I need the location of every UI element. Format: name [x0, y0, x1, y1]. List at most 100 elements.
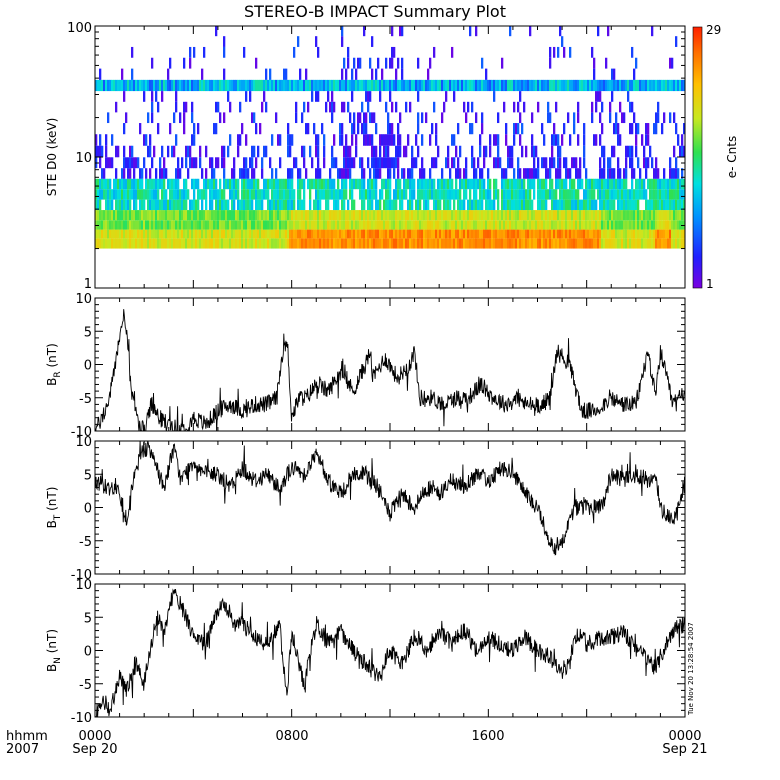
spectrogram-cell — [153, 199, 156, 211]
spectrogram-cell — [481, 57, 484, 69]
spectrogram-cell — [551, 238, 554, 249]
spectrogram-cell — [367, 134, 370, 146]
spectrogram-cell — [229, 134, 232, 146]
spectrogram-cell — [131, 220, 134, 230]
spectrogram-cell — [273, 238, 276, 249]
spectrogram-cell — [199, 145, 202, 158]
spectrogram-cell — [549, 168, 552, 179]
spectrogram-cell — [603, 199, 606, 211]
spectrogram-cell — [363, 220, 366, 230]
spectrogram-cell — [527, 79, 530, 92]
spectrogram-cell — [683, 178, 686, 190]
spectrogram-cell — [179, 189, 182, 200]
spectrogram-cell — [385, 134, 388, 146]
spectrogram-cell — [413, 79, 416, 92]
spectrogram-cell — [451, 210, 454, 221]
spectrogram-cell — [491, 229, 494, 239]
spectrogram-cell — [317, 168, 320, 179]
spectrogram-cell — [511, 220, 514, 230]
spectrogram-cell — [257, 199, 260, 211]
spectrogram-cell — [235, 220, 238, 230]
spectrogram-cell — [195, 79, 198, 92]
spectrogram-cell — [199, 229, 202, 239]
spectrogram-cell — [603, 145, 606, 158]
spectrogram-cell — [103, 168, 106, 179]
spectrogram-cell — [307, 210, 310, 221]
chart-title: STEREO-B IMPACT Summary Plot — [244, 2, 506, 21]
spectrogram-cell — [617, 199, 620, 211]
spectrogram-cell — [683, 123, 686, 135]
spectrogram-cell — [559, 157, 562, 169]
spectrogram-cell — [419, 210, 422, 221]
spectrogram-cell — [583, 220, 586, 230]
spectrogram-cell — [141, 210, 144, 221]
spectrogram-cell — [673, 199, 676, 211]
spectrogram-cell — [107, 220, 110, 230]
spectrogram-cell — [395, 157, 398, 169]
spectrogram-cell — [99, 238, 102, 249]
spectrogram-cell — [623, 210, 626, 221]
spectrogram-cell — [245, 229, 248, 239]
spectrogram-cell — [521, 123, 524, 135]
spectrogram-cell — [367, 178, 370, 190]
spectrogram-cell — [163, 199, 166, 211]
spectrogram-cell — [491, 210, 494, 221]
spectrogram-cell — [641, 210, 644, 221]
spectrogram-cell — [633, 199, 636, 211]
spectrogram-cell — [575, 238, 578, 249]
spectrogram-cell — [343, 238, 346, 249]
spectrogram-cell — [577, 238, 580, 249]
spectrogram-cell — [239, 101, 242, 113]
spectrogram-cell — [375, 189, 378, 200]
spectrogram-cell — [617, 134, 620, 146]
spectrogram-cell — [439, 178, 442, 190]
spectrogram-cell — [433, 178, 436, 190]
spectrogram-cell — [503, 229, 506, 239]
spectrogram-cell — [97, 145, 100, 158]
spectrogram-cell — [149, 145, 152, 158]
spectrogram-cell — [647, 210, 650, 221]
spectrogram-cell — [151, 91, 154, 102]
spectrogram-cell — [655, 189, 658, 200]
spectrogram-cell — [607, 157, 610, 169]
spectrogram-cell — [343, 210, 346, 221]
spectrogram-cell — [215, 123, 218, 135]
spectrogram-cell — [407, 229, 410, 239]
spectrogram-cell — [449, 229, 452, 239]
spectrogram-cell — [373, 145, 376, 158]
spectrogram-cell — [331, 101, 334, 113]
spectrogram-cell — [187, 79, 190, 92]
spectrogram-cell — [391, 46, 394, 58]
spectrogram-cell — [437, 229, 440, 239]
spectrogram-cell — [611, 229, 614, 239]
spectrogram-cell — [527, 210, 530, 221]
spectrogram-cell — [487, 168, 490, 179]
spectrogram-cell — [307, 101, 310, 113]
spectrogram-cell — [231, 210, 234, 221]
spectrogram-cell — [355, 229, 358, 239]
spectrogram-cell — [231, 229, 234, 239]
spectrogram-cell — [403, 178, 406, 190]
spectrogram-cell — [575, 168, 578, 179]
spectrogram-cell — [609, 157, 612, 169]
spectrogram-cell — [343, 157, 346, 169]
spectrogram-cell — [325, 178, 328, 190]
spectrogram-cell — [387, 238, 390, 249]
spectrogram-cell — [639, 229, 642, 239]
spectrogram-cell — [411, 238, 414, 249]
spectrogram-cell — [505, 210, 508, 221]
spectrogram-cell — [101, 210, 104, 221]
spectrogram-cell — [577, 199, 580, 211]
spectrogram-cell — [519, 210, 522, 221]
spectrogram-cell — [137, 238, 140, 249]
spectrogram-cell — [375, 145, 378, 158]
spectrogram-cell — [207, 210, 210, 221]
spectrogram-cell — [565, 79, 568, 92]
spectrogram-cell — [237, 220, 240, 230]
spectrogram-cell — [631, 199, 634, 211]
spectrogram-cell — [147, 210, 150, 221]
spectrogram-cell — [419, 189, 422, 200]
spectrogram-cell — [199, 238, 202, 249]
spectrogram-cell — [609, 79, 612, 92]
